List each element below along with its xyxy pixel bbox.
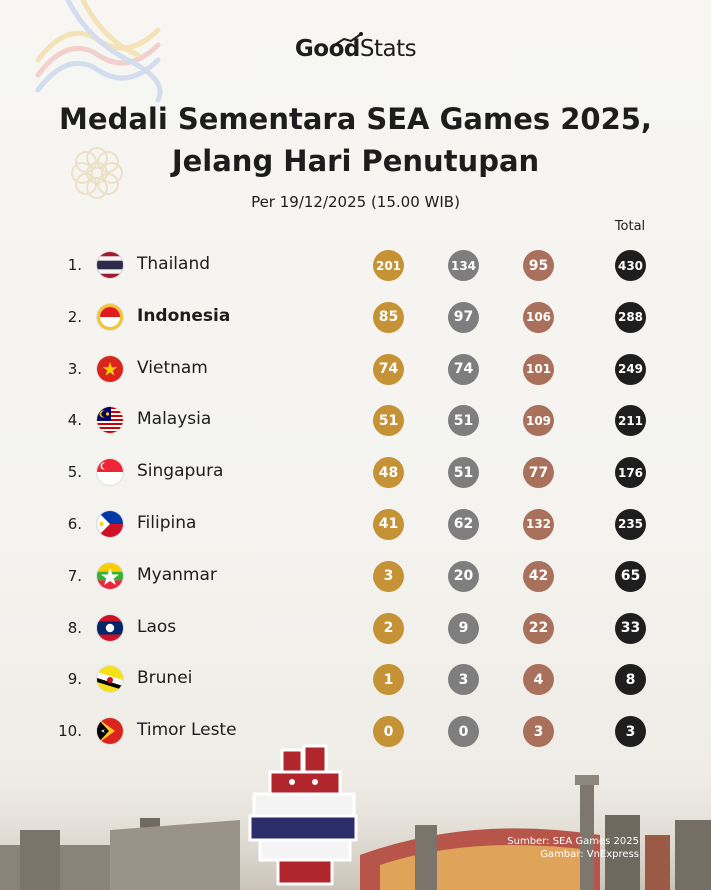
indonesia-flag-icon — [97, 303, 123, 330]
title-line-1: Medali Sementara SEA Games 2025, — [59, 102, 652, 136]
gold-medal-count: 41 — [373, 508, 404, 540]
table-row: 7. Myanmar 3 20 42 65 — [0, 551, 711, 603]
bronze-medal-count: 132 — [523, 508, 554, 540]
silver-medal-count: 51 — [448, 405, 479, 437]
rank-label: 5. — [67, 463, 82, 482]
bronze-medal-count: 4 — [523, 664, 554, 696]
total-medal-count: 8 — [615, 664, 646, 696]
total-column-header: Total — [614, 219, 646, 234]
bronze-medal-count: 106 — [523, 301, 554, 333]
malaysia-flag-icon — [97, 407, 123, 434]
rank-label: 9. — [67, 670, 82, 689]
singapore-flag-icon — [97, 459, 123, 486]
country-name: Filipina — [137, 512, 197, 533]
country-name: Myanmar — [137, 564, 217, 585]
thailand-flag-icon — [97, 252, 123, 278]
silver-medal-count: 74 — [448, 353, 479, 385]
bronze-medal-count: 109 — [523, 405, 554, 437]
gold-medal-count: 51 — [373, 405, 404, 437]
bronze-medal-count: 77 — [523, 457, 554, 489]
mascot-illustration — [248, 744, 358, 886]
logo-stats: Stats — [359, 36, 417, 62]
rank-label: 6. — [67, 514, 82, 533]
silver-medal-count: 62 — [448, 508, 479, 540]
myanmar-flag-icon — [97, 562, 123, 589]
country-name: Laos — [137, 616, 177, 637]
silver-medal-count: 0 — [448, 716, 479, 748]
medal-table: 1. Thailand 201 134 95 430 2. Indonesia 85 97 106 2… — [0, 240, 711, 758]
table-row: 6. Filipina 41 62 132 235 — [0, 499, 711, 551]
gold-medal-count: 3 — [373, 560, 404, 592]
gold-medal-count: 74 — [373, 353, 404, 385]
gold-medal-count: 85 — [373, 301, 404, 333]
silver-medal-count: 3 — [448, 664, 479, 696]
chart-title: Medali Sementara SEA Games 2025, Jelang … — [0, 98, 711, 182]
country-name: Vietnam — [137, 357, 208, 378]
source-line: Sumber: SEA Games 2025 — [507, 836, 639, 847]
laos-flag-icon — [97, 614, 123, 641]
total-medal-count: 430 — [615, 250, 646, 281]
country-name: Thailand — [137, 254, 211, 274]
gold-medal-count: 1 — [373, 664, 404, 696]
rank-label: 2. — [67, 307, 82, 326]
bronze-medal-count: 101 — [523, 353, 554, 385]
bronze-medal-count: 22 — [523, 612, 554, 644]
country-name: Brunei — [137, 668, 193, 689]
total-medal-count: 3 — [615, 716, 646, 748]
total-medal-count: 249 — [615, 353, 646, 385]
table-row: 5. Singapura 48 51 77 176 — [0, 447, 711, 499]
title-line-2: Jelang Hari Penutupan — [171, 144, 540, 178]
silver-medal-count: 97 — [448, 301, 479, 333]
chart-line-icon — [335, 32, 363, 45]
bronze-medal-count: 95 — [523, 250, 554, 281]
rank-label: 8. — [67, 618, 82, 637]
silver-medal-count: 134 — [448, 250, 479, 281]
image-credit-line: Gambar: VnExpress — [540, 849, 639, 860]
source-credit: Sumber: SEA Games 2025 Gambar: VnExpress — [507, 835, 639, 861]
rank-label: 10. — [58, 722, 82, 741]
country-name: Timor Leste — [137, 720, 237, 741]
silver-medal-count: 51 — [448, 457, 479, 489]
table-row: 3. Vietnam 74 74 101 249 — [0, 344, 711, 396]
total-medal-count: 211 — [615, 405, 646, 437]
gold-medal-count: 201 — [373, 250, 404, 281]
rank-label: 4. — [67, 411, 82, 430]
country-name: Malaysia — [137, 409, 212, 430]
total-medal-count: 235 — [615, 508, 646, 540]
table-row: 8. Laos 2 9 22 33 — [0, 603, 711, 655]
bronze-medal-count: 3 — [523, 716, 554, 748]
gold-medal-count: 0 — [373, 716, 404, 748]
rank-label: 1. — [67, 256, 82, 274]
brunei-flag-icon — [97, 666, 123, 693]
decorative-lines — [35, 0, 163, 103]
chart-subtitle: Per 19/12/2025 (15.00 WIB) — [251, 193, 460, 211]
rank-label: 7. — [67, 566, 82, 585]
silver-medal-count: 9 — [448, 612, 479, 644]
timor-leste-flag-icon — [97, 718, 123, 745]
table-row: 4. Malaysia 51 51 109 211 — [0, 395, 711, 447]
country-name: Indonesia — [137, 305, 231, 326]
total-medal-count: 176 — [615, 457, 646, 489]
silver-medal-count: 20 — [448, 560, 479, 592]
table-row: 1. Thailand 201 134 95 430 — [0, 240, 711, 292]
goodstats-logo: GoodStats — [0, 32, 711, 62]
gold-medal-count: 2 — [373, 612, 404, 644]
total-medal-count: 65 — [615, 560, 646, 592]
gold-medal-count: 48 — [373, 457, 404, 489]
table-row: 2. Indonesia 85 97 106 288 — [0, 292, 711, 344]
table-row: 9. Brunei 1 3 4 8 — [0, 654, 711, 706]
decorative-flower — [71, 147, 123, 199]
philippines-flag-icon — [97, 510, 123, 537]
vietnam-flag-icon — [97, 355, 123, 382]
total-medal-count: 288 — [615, 301, 646, 333]
rank-label: 3. — [67, 359, 82, 378]
bronze-medal-count: 42 — [523, 560, 554, 592]
total-medal-count: 33 — [615, 612, 646, 644]
country-name: Singapura — [137, 461, 224, 482]
table-row: 10. Timor Leste 0 0 3 3 — [0, 706, 711, 758]
